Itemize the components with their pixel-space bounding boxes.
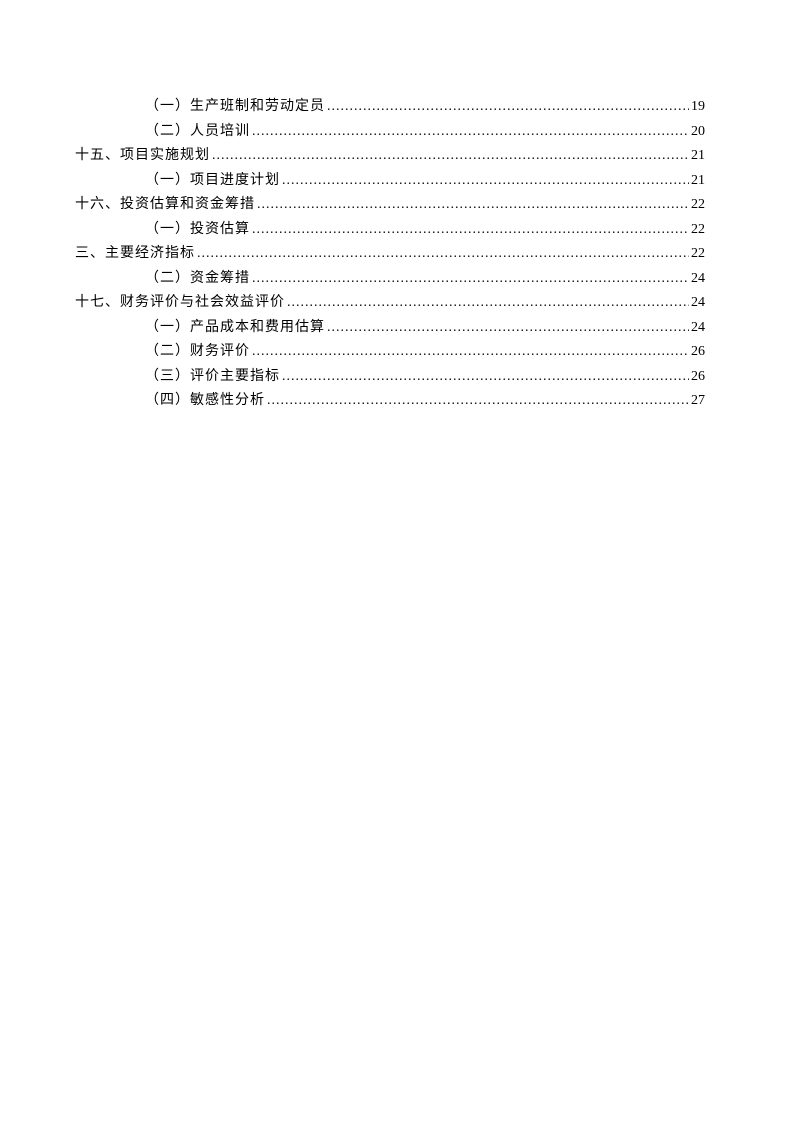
- toc-page-number: 27: [691, 389, 705, 414]
- toc-entry: （一）项目进度计划 21: [145, 169, 705, 194]
- toc-page-number: 22: [691, 193, 705, 218]
- toc-leader-dots: [252, 218, 689, 243]
- toc-label: 十七、财务评价与社会效益评价: [75, 291, 285, 316]
- toc-entry: （一）生产班制和劳动定员 19: [145, 95, 705, 120]
- toc-entry: （一）产品成本和费用估算 24: [145, 316, 705, 341]
- toc-label: 十五、项目实施规划: [75, 144, 210, 169]
- toc-leader-dots: [257, 193, 689, 218]
- toc-label: （一）产品成本和费用估算: [145, 316, 325, 341]
- toc-label: （一）项目进度计划: [145, 169, 280, 194]
- toc-entry: （二）资金筹措 24: [145, 267, 705, 292]
- toc-label: 三、主要经济指标: [75, 242, 195, 267]
- toc-leader-dots: [252, 340, 689, 365]
- toc-leader-dots: [327, 316, 689, 341]
- toc-page-number: 26: [691, 340, 705, 365]
- toc-leader-dots: [197, 242, 689, 267]
- toc-page-number: 20: [691, 120, 705, 145]
- toc-entry: 三、主要经济指标 22: [75, 242, 705, 267]
- toc-entry: （二）人员培训 20: [145, 120, 705, 145]
- toc-label: （二）资金筹措: [145, 267, 250, 292]
- toc-label: （四）敏感性分析: [145, 389, 265, 414]
- toc-leader-dots: [267, 389, 689, 414]
- toc-entry: 十六、投资估算和资金筹措 22: [75, 193, 705, 218]
- toc-page-number: 24: [691, 316, 705, 341]
- toc-entry: （三）评价主要指标 26: [145, 365, 705, 390]
- toc-page-number: 21: [691, 169, 705, 194]
- toc-page-number: 24: [691, 267, 705, 292]
- toc-label: （一）生产班制和劳动定员: [145, 95, 325, 120]
- toc-page-number: 24: [691, 291, 705, 316]
- toc-leader-dots: [252, 267, 689, 292]
- toc-entry: （一）投资估算 22: [145, 218, 705, 243]
- toc-label: 十六、投资估算和资金筹措: [75, 193, 255, 218]
- toc-leader-dots: [252, 120, 689, 145]
- toc-leader-dots: [212, 144, 689, 169]
- toc-label: （一）投资估算: [145, 218, 250, 243]
- toc-label: （二）财务评价: [145, 340, 250, 365]
- toc-leader-dots: [282, 365, 689, 390]
- toc-leader-dots: [282, 169, 689, 194]
- toc-page-number: 21: [691, 144, 705, 169]
- toc-page-number: 22: [691, 242, 705, 267]
- toc-leader-dots: [327, 95, 689, 120]
- toc-page-number: 26: [691, 365, 705, 390]
- toc-page-number: 19: [691, 95, 705, 120]
- toc-page-number: 22: [691, 218, 705, 243]
- toc-entry: 十七、财务评价与社会效益评价 24: [75, 291, 705, 316]
- toc-leader-dots: [287, 291, 689, 316]
- table-of-contents: （一）生产班制和劳动定员19（二）人员培训20十五、项目实施规划21（一）项目进…: [75, 95, 705, 414]
- toc-entry: 十五、项目实施规划 21: [75, 144, 705, 169]
- toc-entry: （二）财务评价 26: [145, 340, 705, 365]
- toc-entry: （四）敏感性分析 27: [145, 389, 705, 414]
- toc-label: （二）人员培训: [145, 120, 250, 145]
- toc-label: （三）评价主要指标: [145, 365, 280, 390]
